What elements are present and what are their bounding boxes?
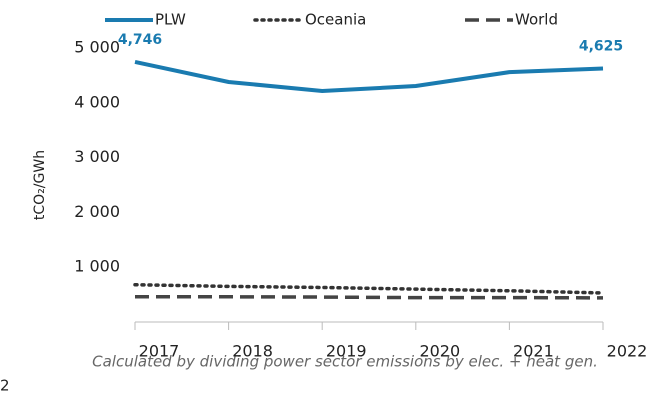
side-text: 2 xyxy=(0,377,10,395)
series-line xyxy=(135,295,604,300)
series-line xyxy=(133,282,605,295)
legend-label: World xyxy=(515,11,558,29)
footnote: Calculated by dividing power sector emis… xyxy=(92,353,598,371)
x-tick-label: 2018 xyxy=(232,342,273,361)
legend-label: Oceania xyxy=(305,11,366,29)
y-axis-label: tCO₂/GWh xyxy=(32,150,48,220)
y-tick-label: 3 000 xyxy=(74,147,120,166)
y-tick-label: 1 000 xyxy=(74,257,120,276)
y-tick-label: 2 000 xyxy=(74,202,120,221)
series-line xyxy=(134,59,604,94)
data-label: 4,625 xyxy=(579,39,623,55)
y-tick-label: 4 000 xyxy=(74,92,120,111)
legend-label: PLW xyxy=(155,11,186,29)
x-tick-label: 2022 xyxy=(607,342,648,361)
x-tick-label: 2020 xyxy=(419,342,460,361)
data-label: 4,746 xyxy=(118,32,162,48)
x-tick-label: 2017 xyxy=(139,342,180,361)
x-tick-label: 2019 xyxy=(326,342,367,361)
y-tick-label: 5 000 xyxy=(74,38,120,57)
x-tick-label: 2021 xyxy=(513,342,554,361)
